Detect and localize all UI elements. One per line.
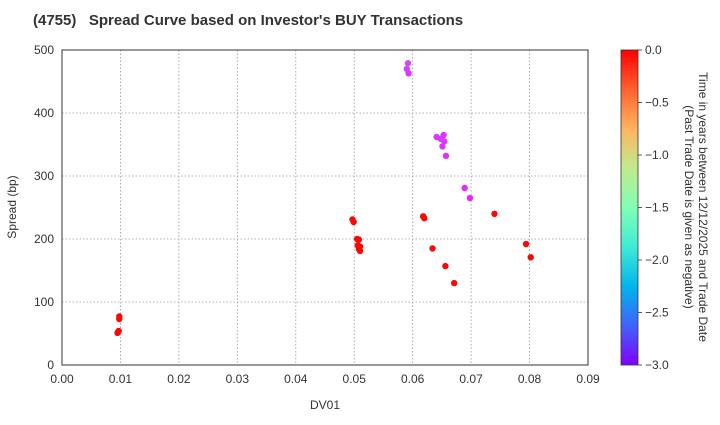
grid-lines	[62, 50, 588, 365]
data-point	[461, 184, 468, 192]
data-point	[442, 262, 449, 270]
data-point	[405, 70, 412, 77]
data-point	[441, 138, 448, 145]
data-points	[114, 60, 534, 337]
x-tick-label: 0.07	[459, 372, 483, 386]
data-point	[442, 152, 450, 160]
plot-area-frame	[61, 49, 589, 366]
y-axis-label: Spread (bp)	[5, 175, 19, 238]
data-point	[439, 143, 446, 150]
data-point	[404, 60, 412, 67]
x-tick-label: 0.06	[401, 372, 425, 386]
data-point	[355, 236, 363, 243]
data-point	[114, 329, 121, 337]
data-point	[522, 240, 530, 248]
y-tick-label: 100	[34, 295, 54, 309]
x-tick-label: 0.09	[576, 372, 600, 386]
x-tick-label: 0.08	[518, 372, 542, 386]
colorbar-tick-label: −2.5	[645, 306, 669, 320]
chart-title: (4755) Spread Curve based on Investor's …	[33, 12, 463, 29]
colorbar-tick-label: −1.0	[645, 148, 669, 162]
x-tick-label: 0.00	[50, 372, 74, 386]
colorbar-label-line1: Time in years between 12/12/2025 and Tra…	[696, 72, 710, 342]
y-axis-ticks: 0 100 200 300 400 500	[34, 43, 54, 372]
y-tick-label: 500	[34, 43, 54, 57]
x-tick-label: 0.01	[109, 372, 133, 386]
data-point	[527, 254, 534, 261]
colorbar-tick-label: 0.0	[645, 43, 662, 57]
colorbar-tick-label: −1.5	[645, 201, 669, 215]
y-tick-label: 200	[34, 232, 54, 246]
data-point	[440, 131, 447, 139]
y-tick-label: 400	[34, 106, 54, 120]
x-axis-label: DV01	[310, 398, 340, 412]
x-tick-label: 0.04	[284, 372, 308, 386]
colorbar	[620, 49, 639, 366]
colorbar-label-line2: (Past Trade Date is given as negative)	[682, 105, 696, 308]
data-point	[429, 245, 436, 252]
data-point	[421, 215, 428, 222]
colorbar-tick-label: −3.0	[645, 358, 669, 372]
x-tick-label: 0.05	[343, 372, 367, 386]
colorbar-tick-label: −0.5	[645, 96, 669, 110]
data-point	[491, 210, 498, 217]
y-tick-label: 0	[47, 358, 54, 372]
x-tick-label: 0.02	[167, 372, 191, 386]
colorbar-ticks: 0.0 −0.5 −1.0 −1.5 −2.0 −2.5 −3.0	[638, 43, 669, 372]
data-point	[450, 279, 458, 287]
x-axis-ticks: 0.00 0.01 0.02 0.03 0.04 0.05 0.06 0.07 0.08 0.09	[50, 372, 600, 386]
y-tick-label: 300	[34, 169, 54, 183]
data-point	[116, 315, 123, 323]
x-tick-label: 0.03	[226, 372, 250, 386]
data-point	[466, 194, 474, 202]
data-point	[350, 218, 357, 226]
data-point	[356, 247, 364, 255]
colorbar-tick-label: −2.0	[645, 253, 669, 267]
